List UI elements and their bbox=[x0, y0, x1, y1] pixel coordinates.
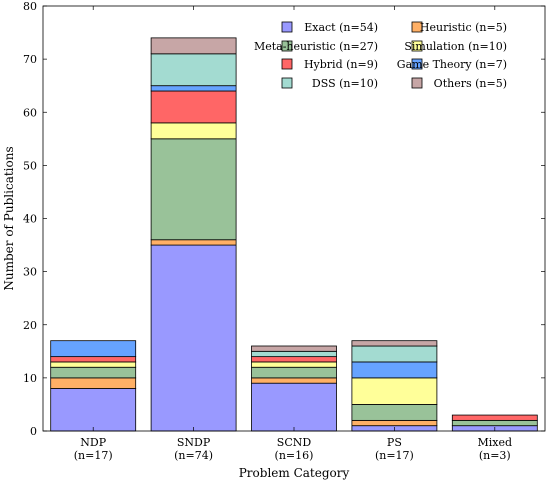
x-tick-count-label: (n=3) bbox=[479, 449, 511, 462]
y-tick-label: 0 bbox=[30, 425, 37, 438]
y-tick-label: 80 bbox=[23, 0, 37, 13]
bar-segment bbox=[251, 366, 337, 379]
bar-segment bbox=[150, 122, 237, 140]
bar-segment bbox=[50, 340, 137, 358]
bar-segment bbox=[251, 361, 337, 368]
legend-entry-label: Exact (n=54) bbox=[304, 21, 378, 34]
x-tick-label: SCND bbox=[277, 436, 312, 449]
bar-segment bbox=[451, 419, 538, 427]
y-tick-label: 70 bbox=[23, 53, 37, 66]
y-tick-label: 60 bbox=[23, 106, 37, 119]
y-tick-label: 40 bbox=[23, 213, 37, 226]
legend-swatch bbox=[281, 77, 293, 89]
legend-swatch bbox=[281, 58, 293, 70]
bar-segment bbox=[50, 388, 137, 432]
x-tick-label: Mixed bbox=[478, 436, 513, 449]
bar-segment bbox=[150, 138, 237, 241]
bar-segment bbox=[50, 366, 137, 379]
x-tick-label: SNDP bbox=[177, 436, 211, 449]
legend-swatch bbox=[281, 21, 293, 33]
bar-segment bbox=[251, 350, 337, 358]
bar-segment bbox=[50, 361, 137, 368]
bar-segment bbox=[351, 404, 438, 421]
legend-entry-label: Others (n=5) bbox=[434, 77, 507, 90]
y-tick-label: 30 bbox=[23, 266, 37, 279]
bar-segment bbox=[351, 377, 438, 405]
x-tick-label: NDP bbox=[80, 436, 106, 449]
bar-segment bbox=[251, 356, 337, 363]
x-axis-label: Problem Category bbox=[239, 466, 350, 480]
legend-swatch bbox=[411, 40, 423, 52]
bar-segment bbox=[150, 244, 237, 432]
legend-entry-label: Heuristic (n=5) bbox=[420, 21, 507, 34]
bars-layer bbox=[50, 37, 538, 432]
bar-segment bbox=[351, 361, 438, 379]
axes-layer: 01020304050607080NDP(n=17)SNDP(n=74)SCND… bbox=[23, 0, 545, 462]
legend-swatch bbox=[411, 58, 423, 70]
bar-segment bbox=[251, 382, 337, 432]
x-tick-count-label: (n=16) bbox=[275, 449, 314, 462]
y-axis-label: Number of Publications bbox=[2, 146, 16, 290]
bar-segment bbox=[451, 414, 538, 421]
legend-entry-label: Simulation (n=10) bbox=[404, 40, 507, 53]
legend-entry-label: Game Theory (n=7) bbox=[397, 58, 507, 71]
y-tick-label: 50 bbox=[23, 159, 37, 172]
bar-segment bbox=[50, 377, 137, 389]
bar-segment bbox=[351, 419, 438, 427]
bar-segment bbox=[251, 345, 337, 352]
legend-entry-label: Meta-heuristic (n=27) bbox=[254, 40, 378, 53]
bar-segment bbox=[251, 377, 337, 384]
bar-segment bbox=[150, 239, 237, 246]
bar-segment bbox=[150, 90, 237, 124]
x-tick-label: PS bbox=[387, 436, 402, 449]
x-tick-count-label: (n=74) bbox=[174, 449, 213, 462]
x-tick-count-label: (n=17) bbox=[74, 449, 113, 462]
y-tick-label: 20 bbox=[23, 319, 37, 332]
bar-segment bbox=[351, 340, 438, 347]
legend-entry-label: Hybrid (n=9) bbox=[304, 58, 378, 71]
legend: Exact (n=54) Heuristic (n=5) Meta-heuristi… bbox=[254, 21, 507, 90]
bar-segment bbox=[150, 37, 237, 55]
legend-entry-label: DSS (n=10) bbox=[312, 77, 378, 90]
legend-swatch bbox=[411, 77, 423, 89]
legend-swatch bbox=[281, 40, 293, 52]
bar-segment bbox=[50, 356, 137, 363]
y-tick-label: 10 bbox=[23, 372, 37, 385]
x-tick-count-label: (n=17) bbox=[375, 449, 414, 462]
bar-segment bbox=[351, 345, 438, 363]
bar-segment bbox=[150, 85, 237, 92]
legend-swatch bbox=[411, 21, 423, 33]
bar-segment bbox=[150, 53, 237, 87]
